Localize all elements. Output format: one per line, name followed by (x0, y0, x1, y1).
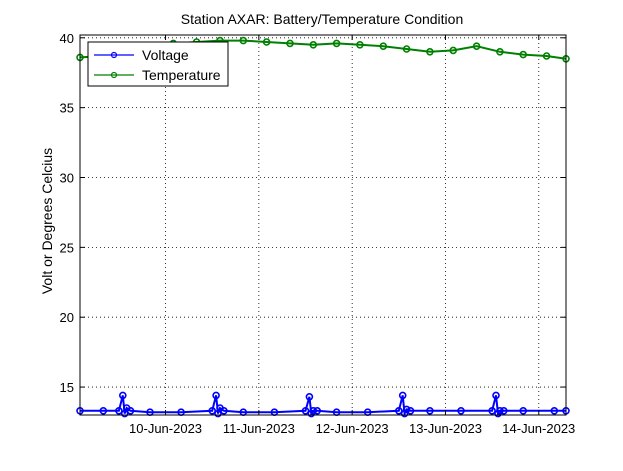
data-point (262, 38, 271, 46)
data-point (379, 42, 388, 51)
data-point (220, 406, 228, 415)
legend-item: Voltage (94, 47, 189, 63)
data-point (426, 406, 434, 415)
plot-frame (79, 34, 567, 416)
y-tick-label: 15 (60, 380, 74, 395)
data-point (239, 36, 248, 45)
legend-box (87, 41, 229, 87)
x-tick-label: 12-Jun-2023 (316, 421, 389, 436)
y-tick-label: 35 (60, 101, 74, 116)
data-point (332, 39, 341, 48)
y-tick-label: 25 (60, 240, 74, 255)
series-voltage (76, 391, 570, 418)
data-point (542, 52, 551, 60)
data-point (394, 406, 403, 415)
y-tick-label: 30 (60, 171, 74, 186)
data-point (356, 40, 364, 49)
data-point (550, 406, 559, 415)
data-point (449, 46, 458, 55)
data-point (305, 392, 314, 401)
data-point (99, 406, 108, 415)
data-point (212, 391, 220, 400)
data-point (208, 406, 216, 415)
grid-lines (80, 35, 566, 415)
data-point (426, 47, 434, 56)
data-point (519, 50, 528, 59)
data-point (126, 406, 135, 415)
y-axis-label: Volt or Degrees Celcius (39, 148, 55, 294)
y-tick-label: 20 (60, 310, 74, 325)
data-point (301, 406, 310, 415)
legend-item: Temperature (94, 67, 221, 83)
data-point (519, 406, 528, 415)
data-point (402, 405, 411, 414)
x-tick-label: 13-Jun-2023 (409, 421, 482, 436)
y-tick-label: 40 (60, 31, 74, 46)
data-point (499, 406, 508, 415)
data-point (406, 406, 415, 415)
chart-title: Station AXAR: Battery/Temperature Condit… (181, 11, 463, 27)
x-tick-label: 10-Jun-2023 (129, 421, 202, 436)
data-point (286, 39, 294, 48)
legend-label: Temperature (142, 67, 221, 83)
axis-ticks: 10-Jun-2023 11-Jun-2023 12-Jun-2023 13-Jun-… (60, 31, 576, 436)
data-point (496, 406, 504, 415)
data-point (115, 406, 123, 415)
legend-label: Voltage (142, 47, 189, 63)
data-point (492, 391, 500, 400)
data-point (457, 406, 465, 415)
data-point (309, 40, 318, 49)
data-point (309, 406, 318, 415)
data-point (472, 42, 481, 51)
x-tick-label: 14-Jun-2023 (502, 421, 575, 436)
legend-marker (110, 51, 118, 59)
legend: Voltage Temperature (87, 41, 229, 87)
data-point (402, 45, 411, 53)
data-point (313, 406, 322, 415)
data-point (398, 391, 407, 400)
legend-marker (110, 71, 118, 79)
data-point (119, 391, 127, 400)
x-tick-label: 11-Jun-2023 (223, 421, 295, 436)
data-point (496, 47, 504, 56)
data-point (488, 406, 496, 415)
